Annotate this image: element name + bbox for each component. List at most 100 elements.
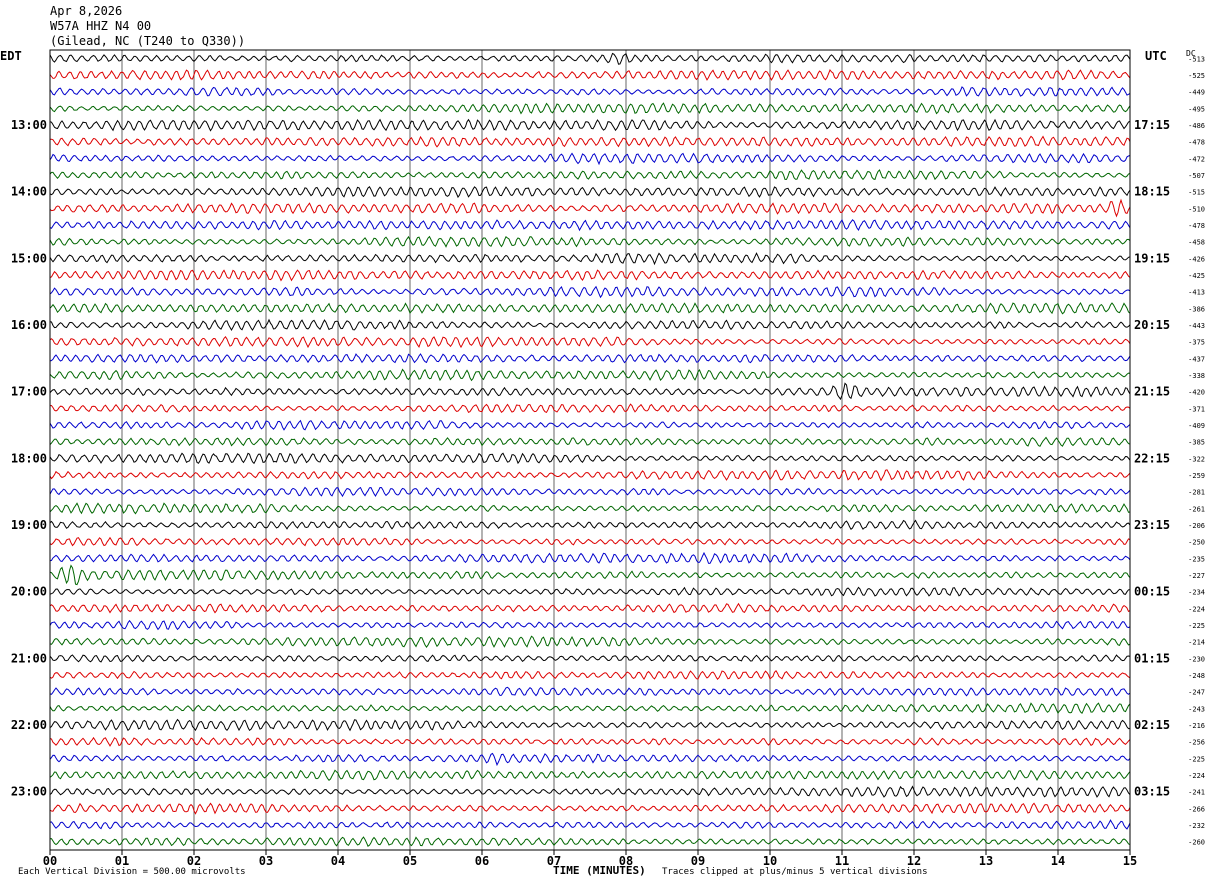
dc-offset-value: -478	[1188, 222, 1205, 230]
seismic-trace	[49, 318, 1131, 332]
x-tick-label: 10	[763, 854, 777, 868]
seismic-trace	[49, 368, 1131, 382]
seismic-trace	[49, 802, 1131, 815]
x-tick-label: 03	[259, 854, 273, 868]
grid-lines	[49, 50, 1131, 855]
dc-offset-value: -443	[1188, 322, 1205, 330]
dc-offset-value: -425	[1188, 272, 1205, 280]
seismic-trace	[49, 52, 1131, 65]
x-tick-label: 14	[1051, 854, 1065, 868]
dc-offset-value: -458	[1188, 239, 1205, 247]
seismic-trace	[49, 353, 1131, 364]
dc-offset-value: -232	[1188, 822, 1205, 830]
dc-offset-value: -437	[1188, 355, 1205, 363]
right-hour-label: 02:15	[1134, 718, 1170, 732]
x-tick-label: 06	[475, 854, 489, 868]
dc-offset-value: -510	[1188, 205, 1205, 213]
seismic-trace	[49, 736, 1131, 747]
dc-offset-value: -507	[1188, 172, 1205, 180]
seismic-trace	[49, 419, 1131, 431]
seismic-trace	[49, 670, 1131, 681]
seismic-trace	[49, 235, 1131, 248]
station-code: W57A HHZ N4 00	[50, 19, 152, 33]
dc-offset-value: -525	[1188, 72, 1205, 80]
scale-note: Each Vertical Division = 500.00 microvol…	[18, 867, 246, 877]
seismic-trace	[49, 169, 1131, 181]
dc-offset-value: -234	[1188, 589, 1205, 597]
dc-offset-value: -227	[1188, 572, 1205, 580]
left-hour-label: 15:00	[11, 251, 47, 265]
seismic-trace	[49, 452, 1131, 465]
plot-frame	[49, 49, 1131, 851]
right-hour-label: 01:15	[1134, 651, 1170, 665]
right-hour-label: 00:15	[1134, 585, 1170, 599]
seismic-trace	[49, 436, 1131, 447]
dc-offset-value: -281	[1188, 489, 1205, 497]
left-hour-label: 19:00	[11, 518, 47, 532]
seismic-trace	[49, 702, 1131, 715]
dc-offset-value: -260	[1188, 839, 1205, 847]
clip-note: Traces clipped at plus/minus 5 vertical …	[662, 867, 928, 877]
left-hour-label: 21:00	[11, 651, 47, 665]
seismic-trace	[49, 152, 1131, 166]
seismic-trace	[49, 219, 1131, 232]
right-hour-label: 18:15	[1134, 185, 1170, 199]
seismic-trace	[49, 302, 1131, 315]
dc-offset-label: DC	[1186, 49, 1196, 58]
x-tick-label: 13	[979, 854, 993, 868]
x-tick-label: 04	[331, 854, 345, 868]
dc-offset-value: -248	[1188, 672, 1205, 680]
dc-offset-value: -235	[1188, 555, 1205, 563]
left-timezone-label: EDT	[0, 49, 22, 63]
station-location: (Gilead, NC (T240 to Q330))	[50, 34, 246, 48]
seismic-trace	[49, 335, 1131, 349]
dc-offset-value: -266	[1188, 805, 1205, 813]
x-tick-label: 07	[547, 854, 561, 868]
seismic-trace	[49, 86, 1131, 97]
seismic-trace	[49, 536, 1131, 547]
x-tick-label: 00	[43, 854, 57, 868]
x-tick-label: 01	[115, 854, 129, 868]
dc-offset-value: -243	[1188, 705, 1205, 713]
seismic-trace	[49, 619, 1131, 631]
dc-offset-value: -214	[1188, 639, 1205, 647]
dc-offset-value: -375	[1188, 339, 1205, 347]
dc-offset-value: -449	[1188, 89, 1205, 97]
plot-date: Apr 8,2026	[50, 4, 123, 18]
right-hour-label: 03:15	[1134, 785, 1170, 799]
right-hour-label: 21:15	[1134, 385, 1170, 399]
dc-offset-value: -495	[1188, 105, 1205, 113]
dc-offset-value: -230	[1188, 655, 1205, 663]
x-tick-label: 02	[187, 854, 201, 868]
dc-offset-value: -206	[1188, 522, 1205, 530]
traces-group	[49, 52, 1131, 847]
dc-offset-value: -250	[1188, 539, 1205, 547]
left-hour-label: 14:00	[11, 185, 47, 199]
dc-offset-value: -409	[1188, 422, 1205, 430]
dc-offset-value: -420	[1188, 389, 1205, 397]
dc-offset-value: -426	[1188, 255, 1205, 263]
right-hour-label: 23:15	[1134, 518, 1170, 532]
x-tick-label: 11	[835, 854, 849, 868]
seismic-trace	[49, 382, 1131, 401]
x-tick-label: 12	[907, 854, 921, 868]
seismic-trace	[49, 102, 1131, 115]
seismic-trace	[49, 403, 1131, 414]
seismic-trace	[49, 564, 1131, 586]
seismic-trace	[49, 69, 1131, 81]
seismic-trace	[49, 586, 1131, 597]
dc-offset-value: -224	[1188, 605, 1205, 613]
dc-offset-value: -472	[1188, 155, 1205, 163]
seismic-trace	[49, 602, 1131, 614]
x-tick-label: 09	[691, 854, 705, 868]
dc-offset-value: -515	[1188, 189, 1205, 197]
seismic-trace	[49, 269, 1131, 282]
dc-offset-value: -225	[1188, 755, 1205, 763]
seismic-trace	[49, 285, 1131, 299]
seismic-trace	[49, 186, 1131, 199]
x-tick-label: 08	[619, 854, 633, 868]
right-hour-label: 17:15	[1134, 118, 1170, 132]
left-hour-label: 20:00	[11, 585, 47, 599]
dc-offset-value: -386	[1188, 305, 1205, 313]
